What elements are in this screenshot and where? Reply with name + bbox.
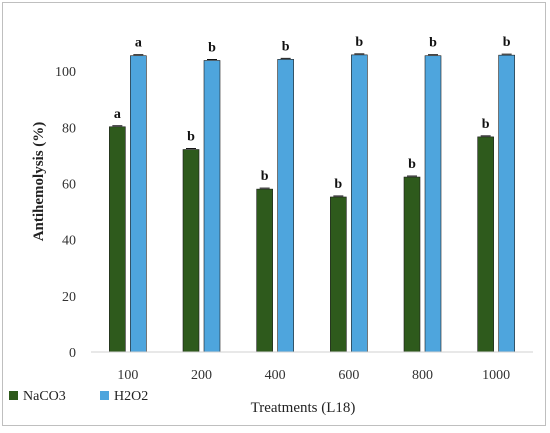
y-axis-ticks: 0 20 40 60 80 100 <box>55 65 76 361</box>
legend-label-h2o2: H2O2 <box>114 389 148 404</box>
legend-swatch-naco3 <box>9 391 18 400</box>
y-tick-label: 20 <box>62 290 76 305</box>
significance-label-h2o2-100: a <box>135 36 142 51</box>
bar-h2o2-100 <box>130 55 147 353</box>
y-axis-title: Antihemolysis (%) <box>31 122 47 242</box>
bar-naco3-1000 <box>477 136 494 353</box>
significance-labels: a a b b b b b b b b b b <box>114 35 511 192</box>
significance-label-h2o2-1000: b <box>503 35 511 50</box>
significance-label-h2o2-200: b <box>208 40 216 55</box>
bar-naco3-200 <box>182 149 200 353</box>
x-tick-label: 800 <box>412 368 433 383</box>
bar-h2o2-800 <box>424 55 442 353</box>
bar-h2o2-1000 <box>498 54 515 353</box>
x-tick-label: 100 <box>117 368 138 383</box>
legend-label-naco3: NaCO3 <box>23 389 66 404</box>
bar-naco3-600 <box>330 196 347 353</box>
bars <box>109 53 515 353</box>
significance-label-h2o2-800: b <box>429 36 437 51</box>
significance-label-h2o2-600: b <box>355 35 363 50</box>
x-axis-ticks: 100 200 400 600 800 1000 <box>117 368 510 383</box>
significance-label-h2o2-400: b <box>282 39 290 54</box>
bar-naco3-100 <box>109 126 126 353</box>
bar-chart: 0 20 40 60 80 100 a a b b b b b b b b b b 100 200 400 600 80… <box>9 35 533 416</box>
y-tick-label: 100 <box>55 65 76 80</box>
bar-h2o2-200 <box>203 60 221 353</box>
bar-h2o2-600 <box>351 54 368 353</box>
significance-label-naco3-800: b <box>408 157 416 172</box>
x-axis-title: Treatments (L18) <box>251 400 356 416</box>
bar-h2o2-400 <box>277 59 294 353</box>
x-tick-label: 1000 <box>482 368 510 383</box>
y-tick-label: 40 <box>62 234 76 249</box>
significance-label-naco3-600: b <box>334 177 342 192</box>
x-tick-label: 600 <box>338 368 359 383</box>
y-tick-label: 60 <box>62 178 76 193</box>
significance-label-naco3-400: b <box>261 169 269 184</box>
chart-frame: 0 20 40 60 80 100 a a b b b b b b b b b b 100 200 400 600 80… <box>2 2 546 426</box>
y-tick-label: 80 <box>62 121 76 136</box>
significance-label-naco3-100: a <box>114 107 121 122</box>
bar-naco3-800 <box>403 176 421 353</box>
x-tick-label: 400 <box>265 368 286 383</box>
legend: NaCO3 H2O2 <box>9 389 148 404</box>
significance-label-naco3-1000: b <box>482 117 490 132</box>
bar-naco3-400 <box>256 188 273 353</box>
significance-label-naco3-200: b <box>187 130 195 145</box>
legend-swatch-h2o2 <box>100 391 109 400</box>
x-tick-label: 200 <box>191 368 212 383</box>
y-tick-label: 0 <box>69 346 76 361</box>
